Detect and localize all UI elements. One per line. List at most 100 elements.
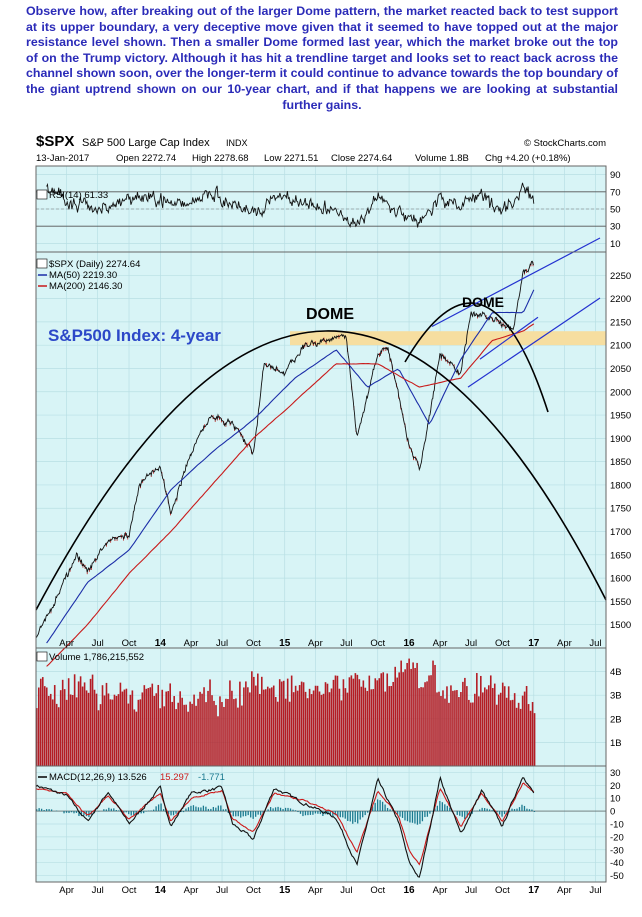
chart-annotation-label: S&P500 Index: 4-year (48, 326, 221, 345)
volume-bar (360, 686, 363, 766)
volume-bar (173, 696, 175, 766)
price-x-tick: Apr (59, 638, 74, 649)
volume-bar (386, 673, 389, 766)
histogram-bar (195, 806, 197, 812)
volume-bar (221, 702, 223, 766)
volume-bar (338, 688, 341, 766)
histogram-bar (190, 805, 192, 812)
volume-bar (99, 704, 102, 766)
histogram-bar (379, 800, 381, 812)
histogram-bar (150, 810, 152, 812)
volume-bar (105, 682, 108, 766)
histogram-bar (250, 811, 252, 818)
volume-bar (205, 702, 207, 766)
volume-bar (462, 681, 464, 766)
histogram-bar (456, 811, 458, 815)
volume-bar (380, 673, 383, 766)
volume-bar (225, 698, 227, 766)
volume-bar (316, 685, 319, 766)
histogram-bar (175, 811, 177, 814)
price-y-tick: 1900 (610, 434, 631, 445)
volume-bar (243, 687, 245, 766)
histogram-bar (508, 811, 511, 813)
volume-bar (458, 697, 460, 766)
volume-bar (428, 675, 430, 766)
volume-bar (424, 682, 426, 766)
volume-bar (211, 695, 213, 766)
volume-bar (63, 689, 66, 766)
volume-bar (215, 705, 217, 766)
histogram-bar (409, 811, 411, 823)
price-x-tick: Jul (465, 638, 477, 649)
macd-x-tick: Oct (370, 885, 385, 896)
price-y-tick: 2050 (610, 364, 631, 375)
price-x-tick: Jul (92, 638, 104, 649)
macd-y-tick: -50 (610, 871, 624, 882)
histogram-bar (503, 811, 506, 815)
macd-x-tick: Jul (465, 885, 477, 896)
volume-bar (298, 685, 301, 766)
volume-bar (410, 668, 412, 766)
histogram-bar (245, 811, 247, 817)
volume-bar (213, 700, 215, 766)
histogram-bar (135, 811, 137, 814)
volume-bar (207, 690, 209, 766)
histogram-bar (419, 811, 421, 824)
volume-bar (49, 693, 52, 766)
rsi-plot (36, 182, 606, 228)
macd-panel-border (35, 765, 607, 883)
volume-bar (219, 696, 221, 766)
histogram-bar (404, 811, 406, 821)
dome-label-small: DOME (462, 294, 504, 310)
volume-bar (223, 706, 225, 766)
histogram-bar (232, 811, 234, 817)
volume-bar (326, 683, 329, 766)
volume-bar (191, 703, 193, 766)
histogram-bar (496, 811, 498, 813)
histogram-bar (511, 808, 513, 812)
price-y-tick: 1850 (610, 457, 631, 468)
histogram-bar (252, 811, 254, 819)
ma50-line (46, 289, 535, 644)
histogram-bar (40, 808, 43, 812)
histogram-bar (488, 809, 491, 812)
volume-bar (139, 699, 142, 766)
histogram-bar (192, 805, 195, 812)
volume-bar (468, 699, 470, 766)
histogram-bar (247, 811, 249, 816)
histogram-bar (307, 811, 309, 816)
rsi-y-tick: 10 (610, 239, 621, 250)
copyright-label: © StockCharts.com (524, 138, 606, 149)
volume-bar (370, 689, 373, 766)
macd-x-tick: Jul (589, 885, 601, 896)
volume-bar (163, 706, 166, 766)
rsi-line (46, 182, 535, 228)
histogram-bar (98, 811, 100, 812)
volume-bar (346, 692, 349, 766)
volume-bar (253, 676, 255, 766)
volume-bar (117, 694, 120, 766)
histogram-bar (170, 811, 172, 816)
volume-bar (398, 672, 400, 766)
volume-bar (155, 693, 158, 766)
volume-y-tick: 2B (610, 714, 622, 725)
volume-bar (274, 697, 277, 766)
histogram-bar (292, 809, 294, 812)
volume-bar (259, 693, 261, 766)
volume-bar (79, 676, 82, 766)
volume-bar (482, 692, 484, 766)
histogram-bar (242, 811, 244, 817)
volume-bar (65, 699, 68, 766)
histogram-bar (215, 807, 217, 812)
histogram-bar (123, 811, 125, 813)
volume-bar (432, 660, 434, 766)
histogram-bar (464, 811, 466, 820)
price-y-tick: 2150 (610, 317, 631, 328)
volume-bar (161, 689, 164, 766)
volume-bar (199, 691, 201, 766)
volume-bar (472, 702, 474, 766)
volume-bar (89, 678, 92, 766)
histogram-bar (185, 808, 187, 812)
histogram-bar (68, 811, 70, 814)
ma50-legend: MA(50) 2219.30 (49, 270, 117, 281)
